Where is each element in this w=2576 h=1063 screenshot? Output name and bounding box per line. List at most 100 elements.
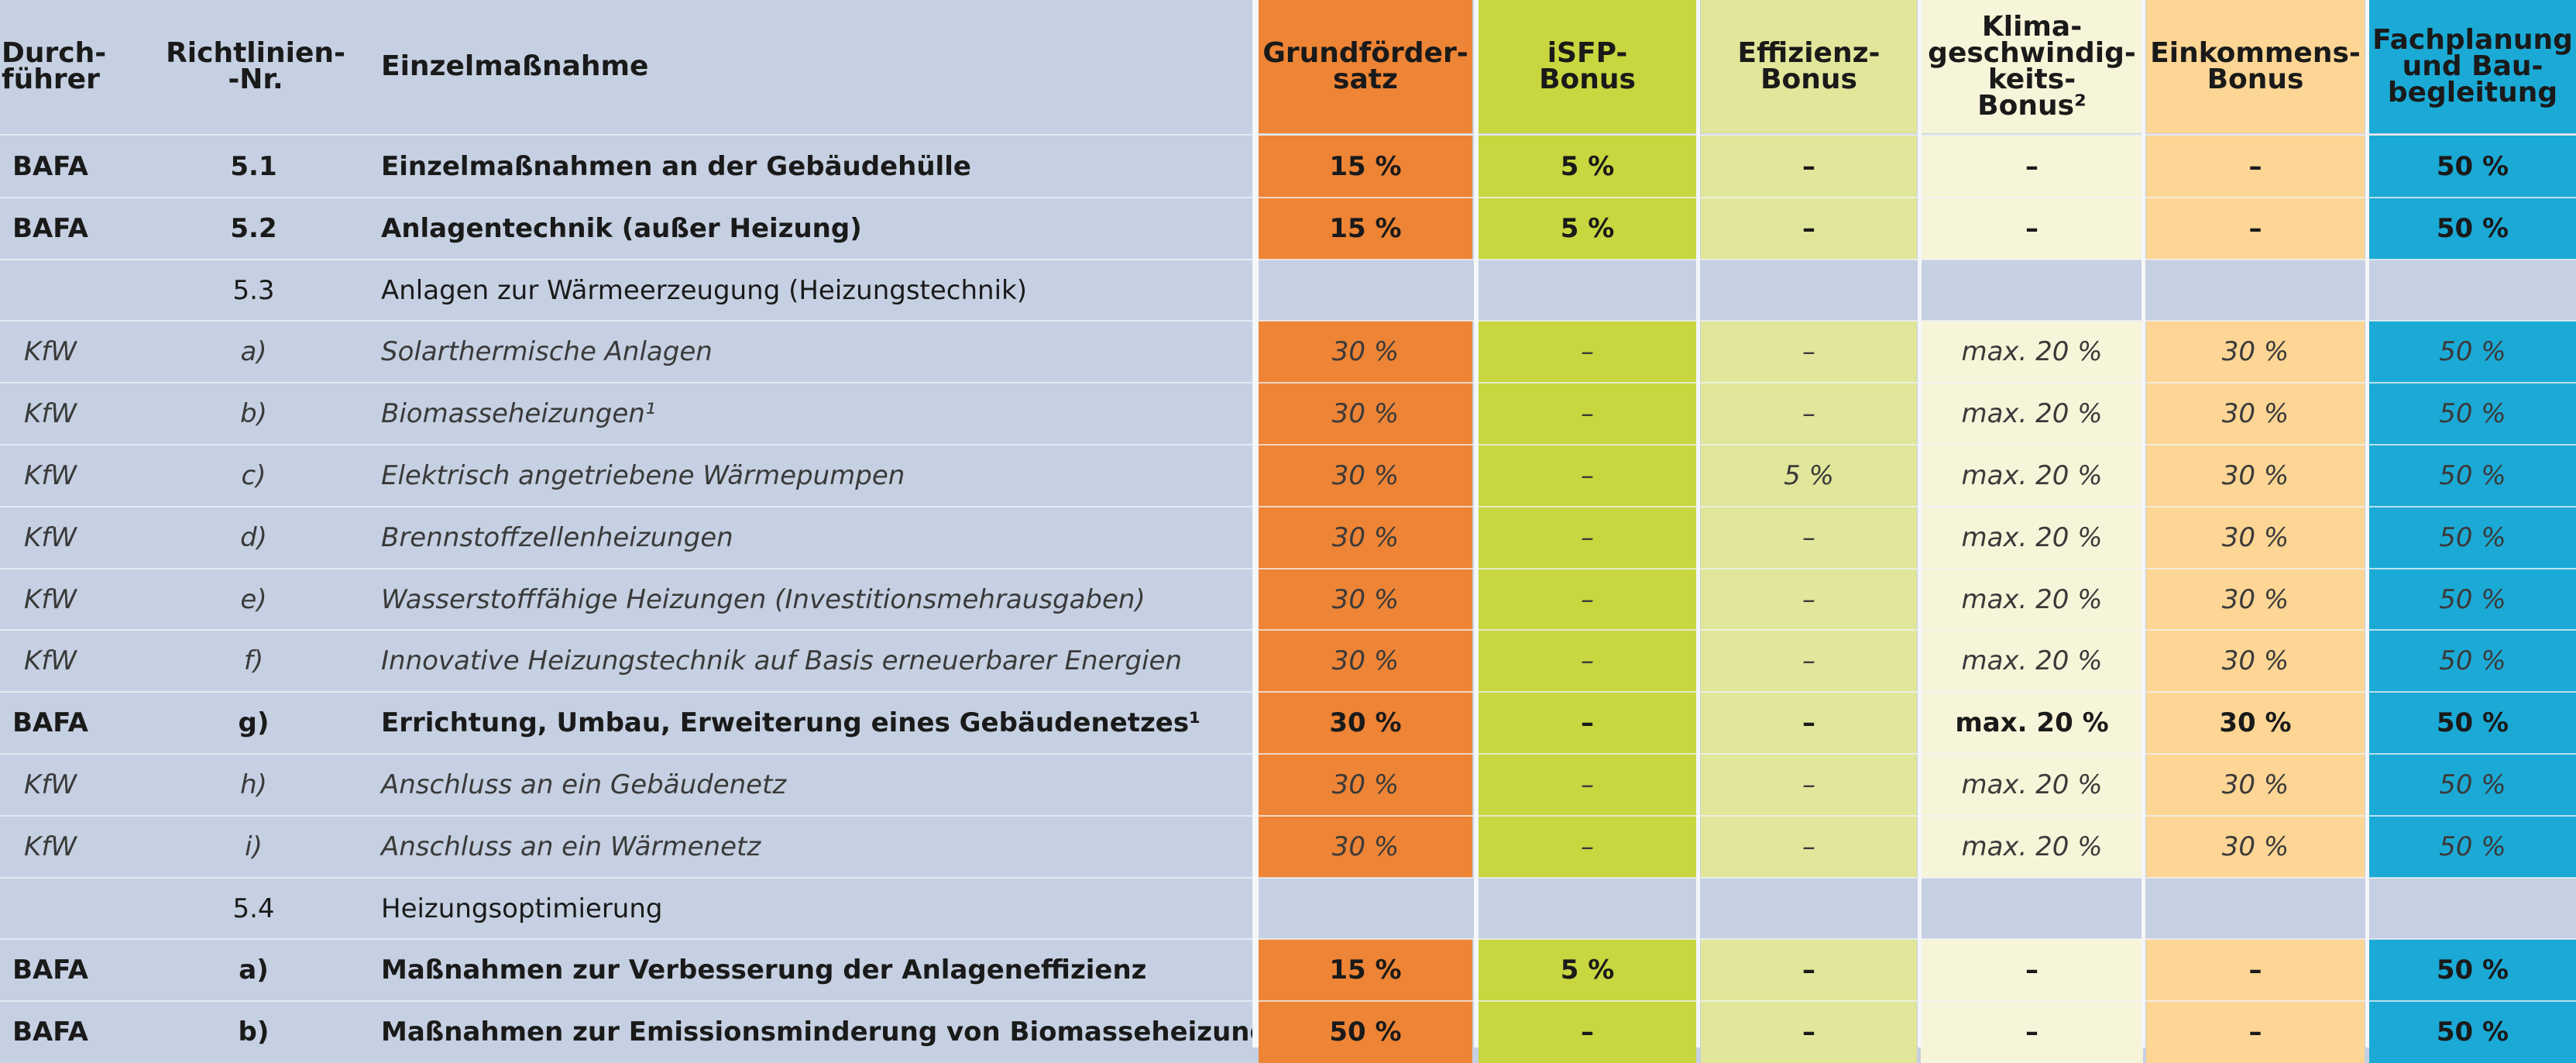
table-cell-fach: 50 % (2369, 939, 2576, 1001)
table-cell-eff: – (1701, 198, 1917, 260)
fach-value: 50 % (2436, 1017, 2509, 1048)
row-divider (0, 444, 2576, 445)
richtlinie-nr-value: d) (240, 522, 267, 553)
table-cell-eff: – (1701, 507, 1917, 569)
eink-value: – (2248, 151, 2262, 182)
table-cell-klima: – (1921, 198, 2143, 260)
table-cell-nr: f) (155, 630, 352, 692)
table-cell-durchfuehrer (0, 878, 101, 940)
table-cell-grund: 30 % (1259, 630, 1472, 692)
richtlinie-nr-value: b) (238, 1017, 270, 1048)
klima-value: – (2025, 1017, 2038, 1048)
table-cell-massnahme: Wasserstofffähige Heizungen (Investition… (381, 569, 1252, 631)
massnahme-value: Maßnahmen zur Emissionsminderung von Bio… (381, 1017, 1306, 1048)
isfp-value: – (1581, 831, 1594, 862)
klima-value: max. 20 % (1961, 645, 2103, 676)
table-cell-eff: – (1701, 383, 1917, 445)
table-cell-eff: – (1701, 136, 1917, 198)
fach-value: 50 % (2436, 213, 2509, 244)
fach-value: 50 % (2439, 460, 2506, 491)
richtlinie-nr-value: 5.3 (232, 275, 275, 306)
grund-value: 30 % (1331, 645, 1400, 676)
column-header-label: Einkommens- Bonus (2150, 37, 2361, 95)
klima-value: max. 20 % (1961, 769, 2103, 800)
massnahme-value: Errichtung, Umbau, Erweiterung eines Geb… (381, 707, 1200, 738)
row-divider (0, 197, 2576, 198)
table-cell-eink: – (2146, 1001, 2365, 1063)
table-cell-nr: c) (155, 445, 352, 507)
column-header-durchfuehrer: Durch- führer (0, 0, 106, 133)
eink-value: 30 % (2221, 522, 2289, 553)
eff-value: – (1802, 831, 1815, 862)
klima-value: max. 20 % (1961, 831, 2103, 862)
klima-value: – (2025, 955, 2038, 986)
column-gap (1252, 0, 1259, 1048)
table-cell-massnahme: Maßnahmen zur Emissionsminderung von Bio… (381, 1001, 1305, 1063)
row-divider (0, 259, 2576, 260)
durchfuehrer-value: BAFA (12, 151, 88, 182)
table-cell-eink: 30 % (2146, 754, 2365, 816)
table-cell-eink: 30 % (2146, 445, 2365, 507)
durchfuehrer-value: KfW (24, 398, 77, 429)
eink-value: 30 % (2221, 584, 2289, 615)
table-cell-fach: 50 % (2369, 198, 2576, 260)
table-cell-eff: 5 % (1701, 445, 1917, 507)
fach-value: 50 % (2436, 151, 2509, 182)
isfp-value: – (1581, 645, 1594, 676)
fach-value: 50 % (2439, 398, 2506, 429)
isfp-value: – (1581, 398, 1594, 429)
table-cell-grund: 50 % (1259, 1001, 1472, 1063)
table-cell-klima: max. 20 % (1921, 383, 2143, 445)
table-cell-durchfuehrer: KfW (0, 816, 101, 878)
table-cell-grund: 30 % (1259, 754, 1472, 816)
massnahme-value: Heizungsoptimierung (381, 893, 663, 924)
table-cell-durchfuehrer: BAFA (0, 136, 101, 198)
column-header-grund: Grundförder- satz (1259, 0, 1472, 133)
table-cell-massnahme: Anlagen zur Wärmeerzeugung (Heizungstech… (381, 260, 1252, 322)
grund-value: 15 % (1329, 151, 1402, 182)
table-cell-fach: 50 % (2369, 136, 2576, 198)
durchfuehrer-value: BAFA (12, 1017, 88, 1048)
durchfuehrer-value: BAFA (12, 213, 88, 244)
column-header-label: Grundförder- satz (1262, 37, 1468, 95)
table-cell-massnahme: Solarthermische Anlagen (381, 321, 1252, 383)
grund-value: 30 % (1331, 769, 1400, 800)
table-cell-nr: 5.2 (155, 198, 352, 260)
table-cell-durchfuehrer: KfW (0, 569, 101, 631)
grund-value: 15 % (1329, 213, 1402, 244)
column-gap (2365, 0, 2369, 1048)
table-cell-fach: 50 % (2369, 383, 2576, 445)
column-header-label: Fachplanung und Bau- begleitung (2372, 24, 2573, 108)
column-header-effizienz: Effizienz- Bonus (1701, 0, 1917, 133)
table-cell-massnahme: Einzelmaßnahmen an der Gebäudehülle (381, 136, 1252, 198)
durchfuehrer-value: KfW (24, 336, 77, 367)
grund-value: 30 % (1329, 707, 1402, 738)
table-cell-fach: 50 % (2369, 569, 2576, 631)
table-cell-nr: i) (155, 816, 352, 878)
massnahme-value: Anlagen zur Wärmeerzeugung (Heizungstech… (381, 275, 1027, 306)
table-cell-nr: g) (155, 692, 352, 754)
richtlinie-nr-value: a) (239, 955, 269, 986)
table-cell-eff: – (1701, 630, 1917, 692)
column-header-isfp: iSFP- Bonus (1479, 0, 1696, 133)
grund-value: 30 % (1331, 522, 1400, 553)
table-cell-eff: – (1701, 569, 1917, 631)
table-cell-grund: 30 % (1259, 321, 1472, 383)
row-divider (0, 506, 2576, 507)
table-cell-durchfuehrer: BAFA (0, 939, 101, 1001)
row-divider (0, 1000, 2576, 1002)
richtlinie-nr-value: i) (245, 831, 263, 862)
table-cell-grund: 30 % (1259, 569, 1472, 631)
table-cell-grund: 30 % (1259, 383, 1472, 445)
table-cell-grund: 30 % (1259, 692, 1472, 754)
eink-value: 30 % (2221, 769, 2289, 800)
table-cell-grund: 15 % (1259, 136, 1472, 198)
massnahme-value: Anlagentechnik (außer Heizung) (381, 213, 862, 244)
isfp-value: 5 % (1560, 955, 1615, 986)
table-cell-durchfuehrer: KfW (0, 445, 101, 507)
table-cell-fach: 50 % (2369, 507, 2576, 569)
column-header-richtlinie: Richtlinien- -Nr. (155, 0, 356, 133)
table-cell-durchfuehrer: KfW (0, 507, 101, 569)
table-cell-fach: 50 % (2369, 816, 2576, 878)
eink-value: 30 % (2221, 831, 2289, 862)
